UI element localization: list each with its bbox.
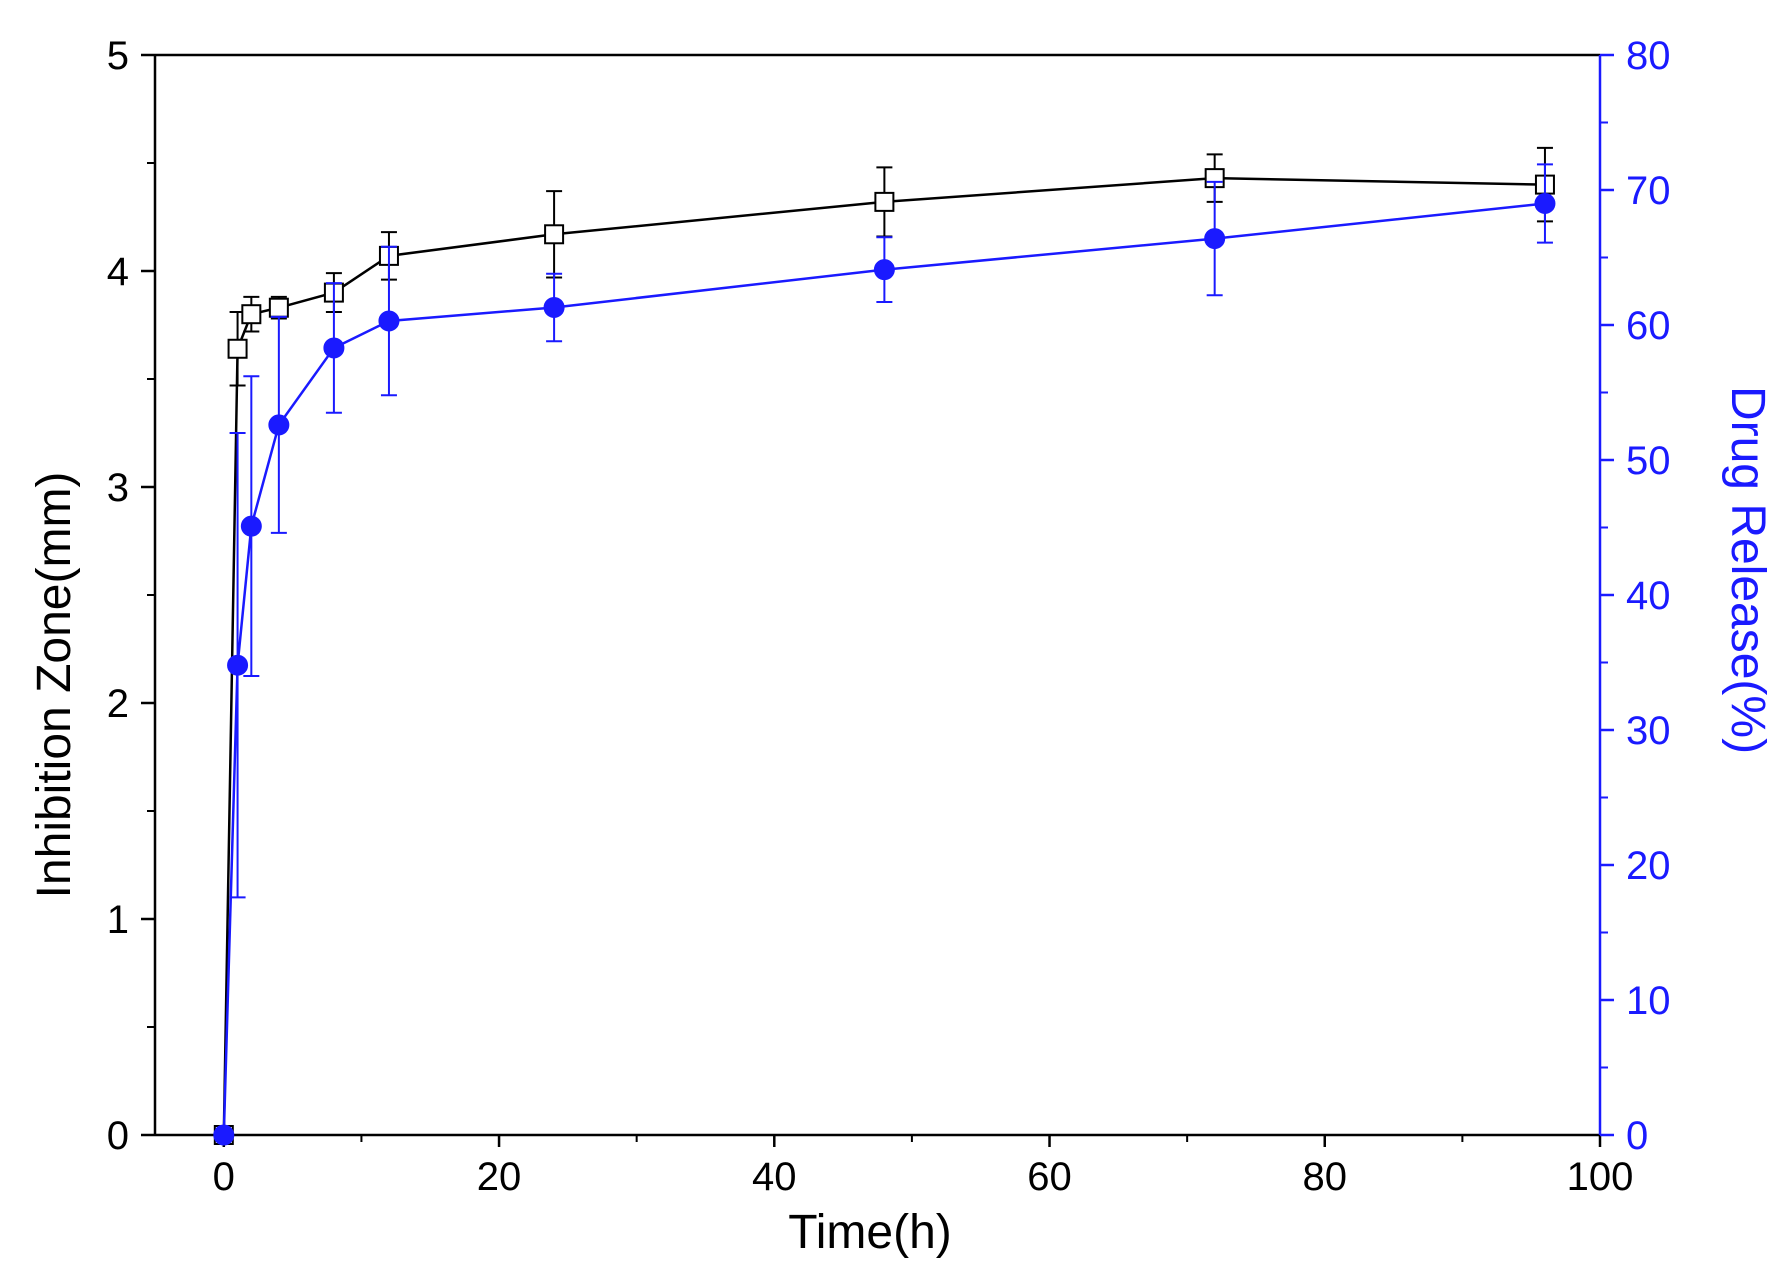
x-tick-label: 20: [477, 1155, 522, 1199]
data-point-square: [268, 297, 289, 318]
x-tick-label: 60: [1027, 1155, 1072, 1199]
series-line: [222, 176, 1545, 1136]
data-point-square: [874, 191, 895, 212]
series-line: [222, 202, 1546, 1136]
x-tick-label: 40: [752, 1155, 797, 1199]
right-y-tick-label: 70: [1626, 169, 1671, 213]
data-point-circle: [268, 414, 290, 436]
left-y-tick-label: 2: [107, 682, 129, 726]
series-2-right-axis: [213, 163, 1556, 1146]
x-axis-title: Time(h): [788, 1206, 952, 1259]
data-point-circle: [543, 296, 565, 318]
x-tick-label: 0: [213, 1155, 235, 1199]
right-y-tick-label: 10: [1626, 979, 1671, 1023]
right-y-tick-label: 50: [1626, 439, 1671, 483]
right-y-axis-title: Drug Release(%): [1721, 386, 1774, 754]
left-y-tick-label: 4: [107, 250, 129, 294]
data-point-circle: [213, 1124, 235, 1146]
data-point-circle: [873, 259, 895, 281]
left-y-tick-label: 3: [107, 466, 129, 510]
series-1-left-axis: [213, 146, 1555, 1145]
data-point-circle: [240, 515, 262, 537]
right-y-tick-label: 0: [1626, 1114, 1648, 1158]
left-y-tick-label: 0: [107, 1114, 129, 1158]
x-tick-label: 80: [1303, 1155, 1348, 1199]
right-y-tick-label: 80: [1626, 34, 1671, 78]
right-y-tick-label: 40: [1626, 574, 1671, 618]
left-y-tick-label: 1: [107, 898, 129, 942]
left-y-tick-label: 5: [107, 34, 129, 78]
right-y-tick-label: 30: [1626, 709, 1671, 753]
x-tick-label: 100: [1567, 1155, 1634, 1199]
data-point-square: [227, 338, 248, 359]
left-y-axis-title: Inhibition Zone(mm): [28, 472, 81, 899]
data-point-circle: [378, 310, 400, 332]
data-point-square: [241, 304, 262, 325]
data-point-circle: [1534, 193, 1556, 214]
right-y-tick-label: 60: [1626, 304, 1671, 348]
data-point-circle: [1204, 228, 1226, 250]
data-point-circle: [323, 337, 345, 359]
right-y-tick-label: 20: [1626, 844, 1671, 888]
data-point-circle: [227, 654, 249, 676]
data-point-square: [544, 224, 565, 245]
